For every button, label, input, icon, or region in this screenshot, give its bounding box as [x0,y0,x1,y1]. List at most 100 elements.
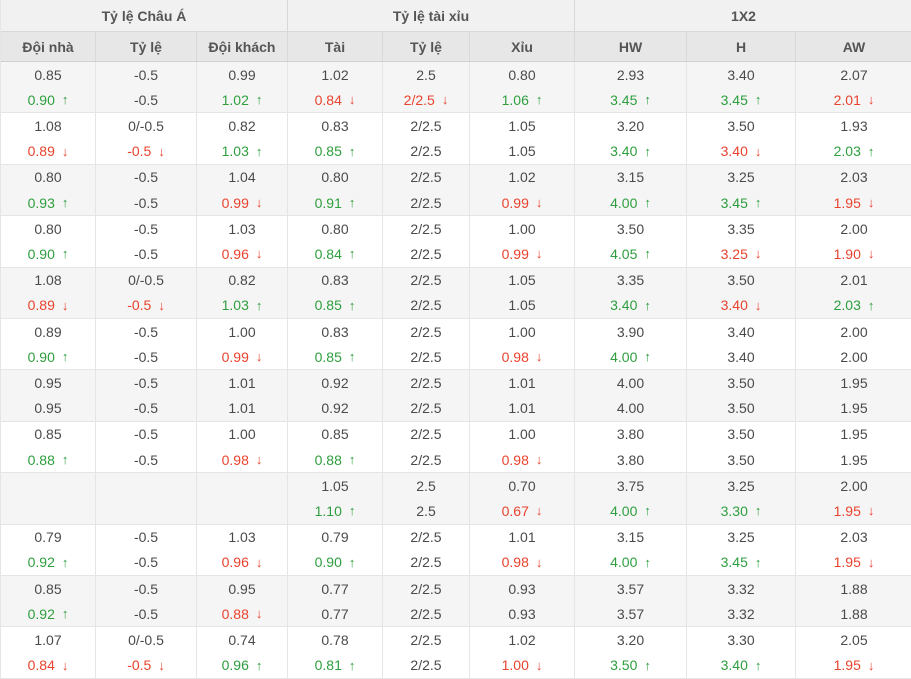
odds-cell: 1.95 [796,370,911,395]
odds-value: 3.20 [616,117,645,134]
column-header-away-win: AW [842,38,866,55]
down-arrow-icon: ↓ [535,503,543,519]
odds-cell: 0.77 [288,575,383,602]
odds-cell: 2/2.5 [383,601,470,627]
down-arrow-icon: ↓ [158,297,165,313]
odds-value: -0.5 [133,245,159,262]
odds-cell: 0.79 [1,524,96,550]
odds-cell: 0.88 ↑ [288,446,383,473]
odds-cell: 3.40 [687,344,796,370]
odds-cell: 0.80 [288,216,383,242]
odds-value: 2/2.5 [410,297,442,314]
odds-cell: 1.95 ↓ [796,652,911,677]
odds-value: -0.5 [133,554,159,571]
odds-value: 1.05 [508,117,536,134]
odds-table-body: 0.85 -0.5 0.99 1.02 2.5 0.80 2.93 3.40 2.07 0.90 ↑… [1,62,911,679]
odds-value: 1.05 [321,477,349,494]
odds-value: 1.95 [833,194,861,211]
odds-value: 1.01 [228,400,256,417]
odds-cell: 1.01 [470,524,575,550]
odds-cell: 0.93 ↑ [1,189,96,216]
odds-line: 0.89 ↓ -0.5 ↓ 1.03 ↑ 0.85 ↑ 2/2.5 1.05 3.40 ↑ 3.40 ↓ 2… [1,138,911,164]
odds-cell: 2/2.5 [383,164,470,190]
odds-cell: 0.89 [1,318,96,345]
odds-cell: 2/2.5 [383,627,470,653]
odds-cell: 4.05 ↑ [575,241,687,267]
odds-cell: 2.5 [383,473,470,499]
odds-value: 2/2.5 [410,169,442,186]
odds-value: 1.00 [508,323,536,340]
group-header-row: Tỷ lệ Châu Á Tỷ lệ tài xỉu 1X2 [1,0,911,32]
group-header-over-under: Tỷ lệ tài xỉu [288,0,575,31]
odds-cell: 0.80 [288,164,383,190]
odds-value: 0.80 [321,220,349,237]
odds-value: 2/2.5 [410,554,442,571]
odds-value: 1.05 [508,297,536,314]
odds-cell: 0.96 ↑ [197,652,288,678]
odds-value: 1.02 [321,66,349,83]
column-header-home-win: HW [575,32,687,61]
odds-value: 3.32 [727,580,755,597]
odds-value: 0.84 [27,657,55,674]
odds-cell: 1.95 ↓ [796,190,911,215]
odds-cell: 0.98 ↓ [470,446,575,473]
down-arrow-icon: ↓ [255,195,263,211]
odds-cell: 3.35 [687,216,796,242]
odds-cell: 2/2.5 [383,138,470,164]
odds-value: 2.00 [840,477,868,494]
odds-value: -0.5 [133,348,159,365]
odds-value: 0.70 [508,477,536,494]
odds-value: 4.00 [610,348,638,365]
odds-cell: -0.5 ↓ [96,138,197,164]
odds-cell [96,473,197,499]
up-arrow-icon: ↑ [644,657,651,673]
odds-value: 3.20 [616,631,645,648]
odds-value: 3.90 [616,323,645,340]
odds-cell: 3.20 [575,113,687,139]
odds-cell: 0.82 [197,267,288,293]
up-arrow-icon: ↑ [61,92,69,108]
odds-cell [197,498,288,524]
odds-value: 2/2.5 [410,657,442,674]
down-arrow-icon: ↓ [158,657,165,673]
odds-value: 1.02 [508,631,536,648]
up-arrow-icon: ↑ [348,657,356,673]
odds-cell: 3.15 [575,524,687,550]
odds-value: 1.08 [34,117,62,134]
odds-cell: 3.50 [687,446,796,473]
odds-cell: 0/-0.5 [96,113,197,139]
up-arrow-icon: ↑ [348,503,356,519]
up-arrow-icon: ↑ [754,554,762,570]
up-arrow-icon: ↑ [348,246,356,262]
odds-cell: 3.57 [575,601,687,627]
odds-value: 0.91 [314,194,342,211]
odds-line: 0.85 -0.5 1.00 0.85 2/2.5 1.00 3.80 3.50 1.95 [1,421,911,447]
odds-cell: 0.70 [470,473,575,499]
odds-cell: 0.78 [288,627,383,653]
odds-cell: 2.5 [383,498,470,524]
odds-cell: 3.50 [575,216,687,242]
odds-value: 0.88 [27,451,55,468]
odds-cell: 0.89 ↓ [1,292,96,318]
odds-value: 0.82 [228,272,256,289]
table-row: 1.08 0/-0.5 0.82 0.83 2/2.5 1.05 3.20 3.50 1.93 0… [1,113,911,165]
odds-value: 3.25 [727,477,755,494]
odds-line: 0.79 -0.5 1.03 0.79 2/2.5 1.01 3.15 3.25 2.03 [1,524,911,550]
odds-cell: 3.40 ↓ [687,292,796,318]
odds-cell: 1.00 [470,421,575,447]
odds-value: 0.83 [321,117,349,134]
odds-line: 0.88 ↑ -0.5 0.98 ↓ 0.88 ↑ 2/2.5 0.98 ↓ 3.80 3.50 1.9… [1,446,911,473]
odds-cell: 0.90 ↑ [288,549,383,575]
odds-value: 1.95 [833,502,861,519]
odds-value: 0/-0.5 [128,272,164,289]
odds-cell: -0.5 [96,62,197,88]
odds-line: 0.89 ↓ -0.5 ↓ 1.03 ↑ 0.85 ↑ 2/2.5 1.05 3.40 ↑ 3.40 ↓ 2… [1,292,911,318]
odds-cell: 3.57 [575,575,687,602]
odds-value: 0.85 [34,66,62,83]
odds-value: 3.57 [616,605,645,622]
odds-value: 0.98 [501,451,529,468]
odds-cell: 3.50 ↑ [575,652,687,678]
odds-value: 1.06 [501,91,529,108]
up-arrow-icon: ↑ [255,92,263,108]
odds-cell: 2/2.5 [383,292,470,318]
